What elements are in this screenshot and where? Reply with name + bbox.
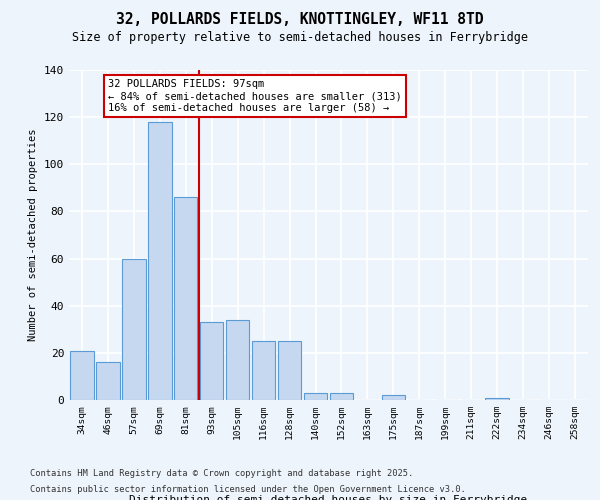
Text: Contains HM Land Registry data © Crown copyright and database right 2025.: Contains HM Land Registry data © Crown c… — [30, 468, 413, 477]
Bar — [304, 393, 327, 400]
Bar — [148, 122, 172, 400]
Bar — [382, 396, 405, 400]
Bar — [200, 322, 223, 400]
Bar — [174, 198, 197, 400]
Text: 32, POLLARDS FIELDS, KNOTTINGLEY, WF11 8TD: 32, POLLARDS FIELDS, KNOTTINGLEY, WF11 8… — [116, 12, 484, 28]
Bar — [252, 341, 275, 400]
Bar — [122, 258, 146, 400]
Bar — [330, 393, 353, 400]
Y-axis label: Number of semi-detached properties: Number of semi-detached properties — [28, 128, 38, 341]
Text: Size of property relative to semi-detached houses in Ferrybridge: Size of property relative to semi-detach… — [72, 31, 528, 44]
Text: Contains public sector information licensed under the Open Government Licence v3: Contains public sector information licen… — [30, 485, 466, 494]
Bar — [485, 398, 509, 400]
Bar — [96, 362, 119, 400]
Bar — [70, 350, 94, 400]
Bar — [226, 320, 250, 400]
X-axis label: Distribution of semi-detached houses by size in Ferrybridge: Distribution of semi-detached houses by … — [130, 495, 527, 500]
Text: 32 POLLARDS FIELDS: 97sqm
← 84% of semi-detached houses are smaller (313)
16% of: 32 POLLARDS FIELDS: 97sqm ← 84% of semi-… — [108, 80, 401, 112]
Bar — [278, 341, 301, 400]
